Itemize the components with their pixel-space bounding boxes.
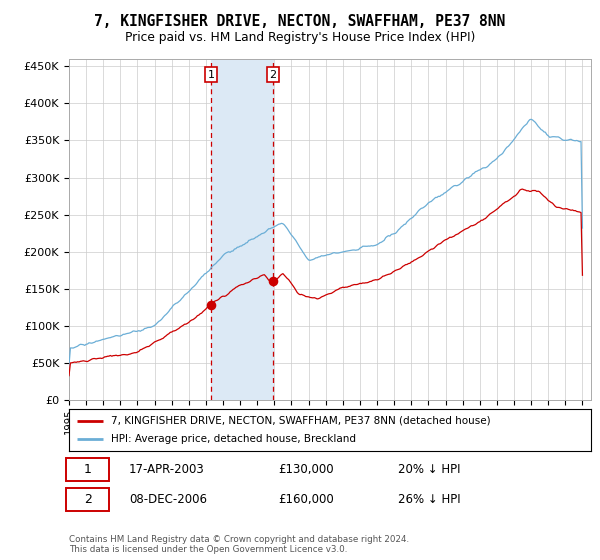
Text: HPI: Average price, detached house, Breckland: HPI: Average price, detached house, Brec…: [111, 434, 356, 444]
Text: 26% ↓ HPI: 26% ↓ HPI: [398, 493, 460, 506]
Text: 7, KINGFISHER DRIVE, NECTON, SWAFFHAM, PE37 8NN (detached house): 7, KINGFISHER DRIVE, NECTON, SWAFFHAM, P…: [111, 416, 490, 426]
Text: £160,000: £160,000: [278, 493, 334, 506]
Text: 17-APR-2003: 17-APR-2003: [129, 463, 205, 476]
Text: 20% ↓ HPI: 20% ↓ HPI: [398, 463, 460, 476]
FancyBboxPatch shape: [67, 488, 109, 511]
Text: Price paid vs. HM Land Registry's House Price Index (HPI): Price paid vs. HM Land Registry's House …: [125, 31, 475, 44]
Text: 08-DEC-2006: 08-DEC-2006: [129, 493, 207, 506]
Text: £130,000: £130,000: [278, 463, 334, 476]
Point: [206, 300, 215, 309]
FancyBboxPatch shape: [67, 458, 109, 481]
Text: 1: 1: [84, 463, 92, 476]
Text: 2: 2: [269, 69, 277, 80]
Text: Contains HM Land Registry data © Crown copyright and database right 2024.
This d: Contains HM Land Registry data © Crown c…: [69, 535, 409, 554]
Point: [268, 276, 278, 285]
Text: 7, KINGFISHER DRIVE, NECTON, SWAFFHAM, PE37 8NN: 7, KINGFISHER DRIVE, NECTON, SWAFFHAM, P…: [94, 14, 506, 29]
Text: 2: 2: [84, 493, 92, 506]
Text: 1: 1: [208, 69, 214, 80]
Bar: [211, 59, 273, 400]
